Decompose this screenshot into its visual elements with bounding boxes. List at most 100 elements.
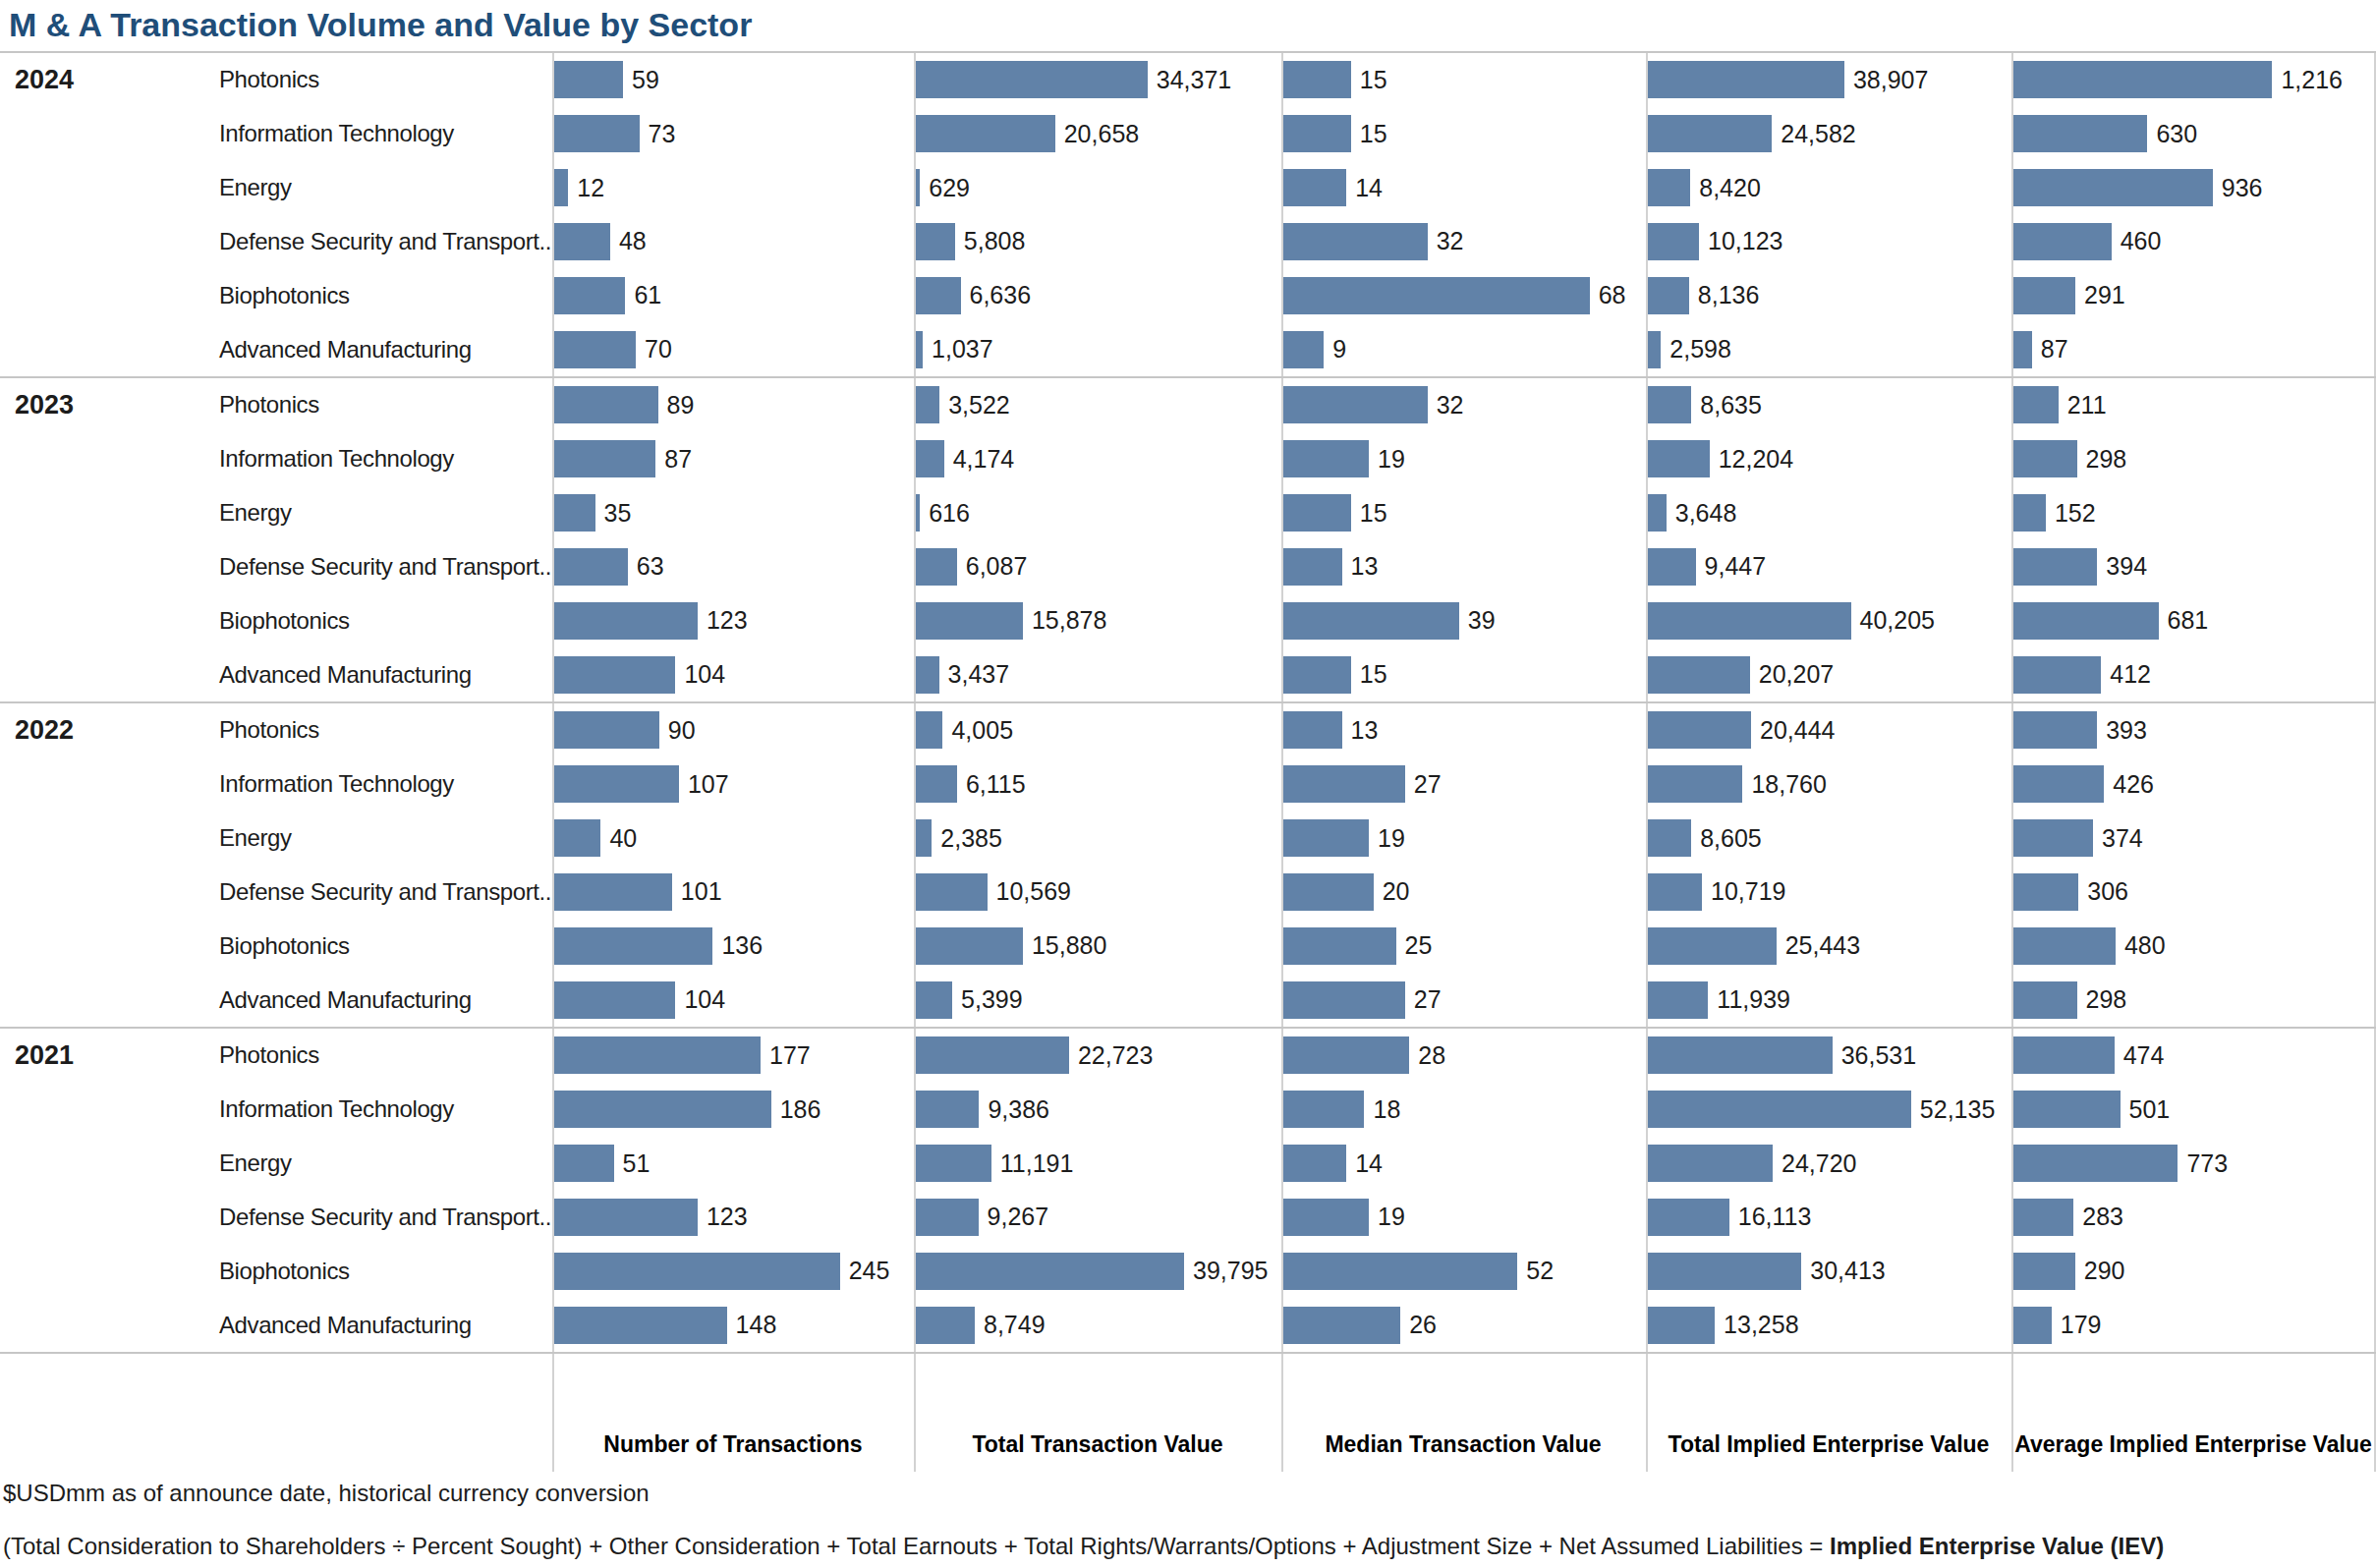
bar-total-transaction-value[interactable]	[916, 873, 988, 911]
bar-number-of-transactions[interactable]	[554, 169, 568, 206]
bar-number-of-transactions[interactable]	[554, 548, 628, 586]
bar-total-transaction-value[interactable]	[916, 61, 1148, 98]
bar-median-transaction-value[interactable]	[1283, 1307, 1400, 1344]
bar-total-implied-enterprise-value[interactable]	[1648, 873, 1702, 911]
bar-median-transaction-value[interactable]	[1283, 331, 1324, 368]
bar-total-implied-enterprise-value[interactable]	[1648, 494, 1667, 532]
bar-number-of-transactions[interactable]	[554, 115, 640, 152]
bar-total-implied-enterprise-value[interactable]	[1648, 1199, 1729, 1236]
bar-median-transaction-value[interactable]	[1283, 548, 1342, 586]
bar-total-implied-enterprise-value[interactable]	[1648, 819, 1691, 857]
bar-total-transaction-value[interactable]	[916, 819, 932, 857]
bar-median-transaction-value[interactable]	[1283, 277, 1590, 314]
bar-median-transaction-value[interactable]	[1283, 1199, 1369, 1236]
bar-total-transaction-value[interactable]	[916, 1199, 979, 1236]
bar-number-of-transactions[interactable]	[554, 331, 636, 368]
bar-total-transaction-value[interactable]	[916, 494, 920, 532]
bar-average-implied-enterprise-value[interactable]	[2013, 1091, 2121, 1128]
bar-total-transaction-value[interactable]	[916, 1307, 975, 1344]
bar-total-transaction-value[interactable]	[916, 1091, 979, 1128]
bar-average-implied-enterprise-value[interactable]	[2013, 440, 2077, 477]
bar-median-transaction-value[interactable]	[1283, 61, 1351, 98]
bar-median-transaction-value[interactable]	[1283, 223, 1428, 260]
bar-average-implied-enterprise-value[interactable]	[2013, 277, 2075, 314]
bar-median-transaction-value[interactable]	[1283, 656, 1351, 694]
bar-average-implied-enterprise-value[interactable]	[2013, 223, 2112, 260]
bar-number-of-transactions[interactable]	[554, 819, 600, 857]
bar-total-transaction-value[interactable]	[916, 331, 923, 368]
bar-total-transaction-value[interactable]	[916, 169, 920, 206]
bar-number-of-transactions[interactable]	[554, 1091, 771, 1128]
bar-total-implied-enterprise-value[interactable]	[1648, 927, 1777, 965]
bar-average-implied-enterprise-value[interactable]	[2013, 765, 2104, 803]
bar-number-of-transactions[interactable]	[554, 1199, 698, 1236]
bar-median-transaction-value[interactable]	[1283, 819, 1369, 857]
bar-total-implied-enterprise-value[interactable]	[1648, 1145, 1773, 1182]
bar-total-transaction-value[interactable]	[916, 602, 1023, 640]
bar-total-implied-enterprise-value[interactable]	[1648, 331, 1661, 368]
bar-number-of-transactions[interactable]	[554, 927, 712, 965]
bar-total-transaction-value[interactable]	[916, 765, 957, 803]
bar-total-implied-enterprise-value[interactable]	[1648, 1307, 1715, 1344]
bar-total-transaction-value[interactable]	[916, 927, 1023, 965]
bar-total-transaction-value[interactable]	[916, 115, 1055, 152]
bar-average-implied-enterprise-value[interactable]	[2013, 1307, 2052, 1344]
bar-median-transaction-value[interactable]	[1283, 386, 1428, 423]
bar-total-implied-enterprise-value[interactable]	[1648, 602, 1851, 640]
bar-number-of-transactions[interactable]	[554, 1036, 761, 1074]
bar-total-implied-enterprise-value[interactable]	[1648, 277, 1689, 314]
bar-total-transaction-value[interactable]	[916, 981, 952, 1019]
bar-number-of-transactions[interactable]	[554, 223, 610, 260]
bar-median-transaction-value[interactable]	[1283, 440, 1369, 477]
bar-average-implied-enterprise-value[interactable]	[2013, 873, 2078, 911]
bar-total-transaction-value[interactable]	[916, 711, 942, 749]
bar-median-transaction-value[interactable]	[1283, 602, 1459, 640]
bar-average-implied-enterprise-value[interactable]	[2013, 927, 2116, 965]
bar-number-of-transactions[interactable]	[554, 440, 655, 477]
bar-total-implied-enterprise-value[interactable]	[1648, 765, 1742, 803]
bar-median-transaction-value[interactable]	[1283, 981, 1405, 1019]
bar-number-of-transactions[interactable]	[554, 602, 698, 640]
bar-median-transaction-value[interactable]	[1283, 115, 1351, 152]
bar-total-transaction-value[interactable]	[916, 1253, 1184, 1290]
bar-total-implied-enterprise-value[interactable]	[1648, 115, 1772, 152]
bar-number-of-transactions[interactable]	[554, 1307, 727, 1344]
bar-total-implied-enterprise-value[interactable]	[1648, 1253, 1801, 1290]
bar-number-of-transactions[interactable]	[554, 494, 595, 532]
bar-number-of-transactions[interactable]	[554, 1145, 614, 1182]
bar-median-transaction-value[interactable]	[1283, 873, 1374, 911]
bar-average-implied-enterprise-value[interactable]	[2013, 115, 2147, 152]
bar-total-implied-enterprise-value[interactable]	[1648, 61, 1844, 98]
bar-total-implied-enterprise-value[interactable]	[1648, 169, 1690, 206]
bar-total-implied-enterprise-value[interactable]	[1648, 1091, 1911, 1128]
bar-number-of-transactions[interactable]	[554, 61, 623, 98]
bar-total-implied-enterprise-value[interactable]	[1648, 1036, 1833, 1074]
bar-total-transaction-value[interactable]	[916, 223, 955, 260]
bar-number-of-transactions[interactable]	[554, 981, 675, 1019]
bar-total-implied-enterprise-value[interactable]	[1648, 711, 1751, 749]
bar-median-transaction-value[interactable]	[1283, 1253, 1517, 1290]
bar-average-implied-enterprise-value[interactable]	[2013, 548, 2097, 586]
bar-number-of-transactions[interactable]	[554, 386, 658, 423]
bar-total-transaction-value[interactable]	[916, 1145, 991, 1182]
bar-total-transaction-value[interactable]	[916, 1036, 1069, 1074]
bar-average-implied-enterprise-value[interactable]	[2013, 1036, 2115, 1074]
bar-total-implied-enterprise-value[interactable]	[1648, 548, 1696, 586]
bar-median-transaction-value[interactable]	[1283, 711, 1342, 749]
bar-average-implied-enterprise-value[interactable]	[2013, 602, 2159, 640]
bar-total-transaction-value[interactable]	[916, 548, 957, 586]
bar-average-implied-enterprise-value[interactable]	[2013, 169, 2213, 206]
bar-total-transaction-value[interactable]	[916, 277, 961, 314]
bar-total-implied-enterprise-value[interactable]	[1648, 981, 1708, 1019]
bar-total-transaction-value[interactable]	[916, 656, 939, 694]
bar-total-implied-enterprise-value[interactable]	[1648, 440, 1710, 477]
bar-average-implied-enterprise-value[interactable]	[2013, 981, 2077, 1019]
bar-total-transaction-value[interactable]	[916, 440, 944, 477]
bar-median-transaction-value[interactable]	[1283, 927, 1396, 965]
bar-number-of-transactions[interactable]	[554, 873, 672, 911]
bar-number-of-transactions[interactable]	[554, 656, 675, 694]
bar-median-transaction-value[interactable]	[1283, 1091, 1364, 1128]
bar-average-implied-enterprise-value[interactable]	[2013, 386, 2059, 423]
bar-median-transaction-value[interactable]	[1283, 1036, 1409, 1074]
bar-median-transaction-value[interactable]	[1283, 494, 1351, 532]
